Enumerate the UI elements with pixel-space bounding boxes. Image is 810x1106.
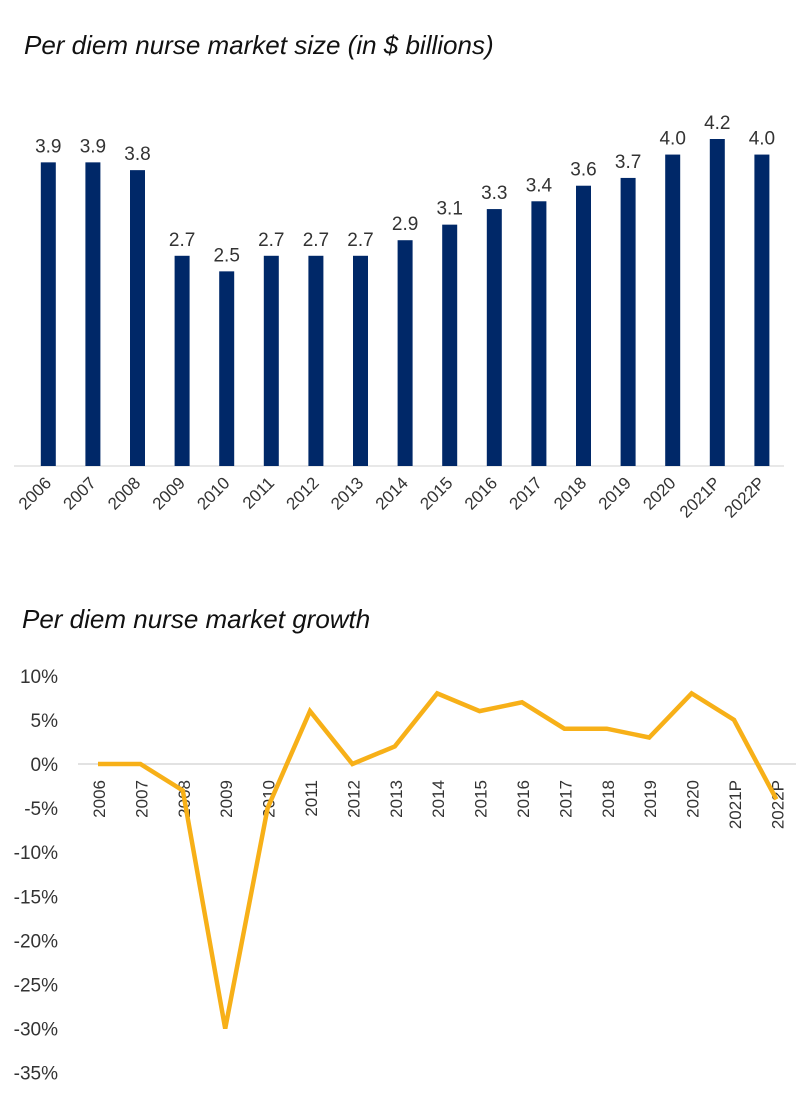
bar-value-label: 2.9 (392, 214, 418, 235)
bar (442, 224, 458, 466)
x-tick-label: 2011 (302, 780, 321, 817)
x-tick-label: 2019 (641, 780, 660, 818)
x-tick-label: 2014 (429, 780, 448, 818)
growth-series-line (98, 690, 779, 1030)
x-tick-label: 2009 (217, 780, 236, 818)
x-tick-label: 2017 (556, 780, 575, 818)
bar (576, 185, 591, 466)
bar-value-label: 4.0 (749, 129, 775, 150)
bar-value-label: 3.8 (124, 144, 150, 165)
market-growth-chart-title: Per diem nurse market growth (22, 604, 371, 634)
bar-value-label: 3.9 (35, 136, 61, 157)
y-tick-label: -25% (14, 976, 58, 997)
bar-value-label: 3.9 (80, 136, 106, 157)
bar (308, 255, 324, 466)
bar (85, 162, 101, 466)
market-size-chart-title: Per diem nurse market size (in $ billion… (24, 30, 494, 60)
bar-value-label: 2.7 (169, 230, 195, 251)
market-size-bar-chart: 3.920063.920073.820082.720092.520102.720… (14, 113, 784, 522)
bar-value-label: 3.6 (570, 160, 596, 181)
x-tick-label: 2006 (90, 780, 109, 818)
bar-value-label: 4.2 (704, 113, 730, 134)
bar-value-label: 3.4 (526, 175, 553, 196)
bar (263, 255, 279, 466)
bar (754, 154, 770, 467)
bar-value-label: 2.7 (347, 230, 373, 251)
x-tick-label: 2007 (132, 780, 151, 818)
y-tick-label: -35% (14, 1064, 58, 1085)
bar (665, 154, 681, 467)
y-tick-label: -30% (14, 1020, 58, 1041)
bar (486, 209, 502, 467)
y-tick-label: 5% (31, 711, 59, 732)
x-tick-label: 2016 (514, 780, 533, 818)
y-tick-label: -10% (14, 843, 58, 864)
bar-value-label: 2.7 (303, 230, 329, 251)
bar (397, 240, 413, 466)
bar-value-label: 4.0 (659, 129, 685, 150)
y-tick-label: 10% (20, 667, 58, 688)
x-tick-label: 2018 (599, 780, 618, 818)
x-tick-label: 2013 (387, 780, 406, 818)
x-tick-label: 2021P (726, 780, 745, 829)
bar (40, 162, 56, 466)
bar-value-label: 2.7 (258, 230, 284, 251)
x-tick-label: 2020 (684, 780, 703, 818)
bar-value-label: 3.3 (481, 183, 507, 204)
bar-value-label: 3.1 (436, 199, 462, 220)
bar (709, 139, 725, 466)
bar (219, 271, 235, 466)
y-tick-label: 0% (31, 755, 59, 776)
bar (531, 201, 547, 467)
bar-value-label: 3.7 (615, 152, 641, 173)
bar (130, 170, 145, 466)
bar (620, 177, 636, 466)
bar (174, 255, 190, 466)
x-tick-label: 2012 (344, 780, 363, 818)
y-tick-label: -5% (24, 799, 58, 820)
bar-value-label: 2.5 (213, 245, 239, 266)
x-tick-label: 2015 (472, 780, 491, 818)
y-tick-label: -15% (14, 887, 58, 908)
bar (353, 255, 368, 466)
y-tick-label: -20% (14, 931, 58, 952)
